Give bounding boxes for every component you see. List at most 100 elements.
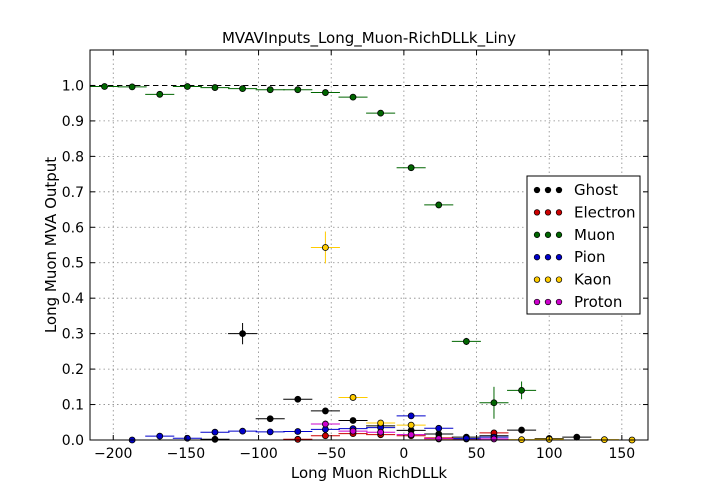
legend-item-electron: Electron xyxy=(533,203,636,221)
data-point xyxy=(322,89,329,96)
legend-marker xyxy=(544,298,552,306)
data-point xyxy=(435,201,443,209)
legend-label: Pion xyxy=(574,248,606,266)
x-tick-label: 0 xyxy=(399,446,408,462)
legend-item-muon: Muon xyxy=(533,226,615,244)
legend-marker xyxy=(544,231,552,238)
data-point xyxy=(322,432,329,440)
legend-item-kaon: Kaon xyxy=(533,271,611,289)
legend-item-ghost: Ghost xyxy=(533,181,618,199)
data-point xyxy=(183,83,191,90)
legend-item-proton: Proton xyxy=(533,293,622,311)
legend-marker xyxy=(544,254,552,261)
legend-marker xyxy=(555,231,563,238)
x-tick-label: −100 xyxy=(239,446,277,462)
data-point xyxy=(377,419,385,427)
legend-marker xyxy=(555,276,563,283)
data-point xyxy=(435,435,443,442)
legend-marker xyxy=(533,298,541,306)
legend-marker xyxy=(544,209,552,216)
x-tick-label: −50 xyxy=(316,446,346,462)
data-point xyxy=(156,90,164,98)
data-point xyxy=(407,431,415,439)
data-point xyxy=(322,244,329,251)
data-point xyxy=(101,83,108,90)
data-point xyxy=(211,428,219,436)
legend-marker xyxy=(533,254,541,261)
series-muon xyxy=(90,83,537,419)
data-point xyxy=(294,428,302,435)
y-tick-label: 0.3 xyxy=(62,327,84,343)
data-point xyxy=(462,338,470,345)
data-point xyxy=(349,93,357,101)
data-point xyxy=(573,433,581,441)
data-point xyxy=(518,386,525,394)
data-point xyxy=(377,109,385,117)
legend-marker xyxy=(555,186,563,194)
data-point xyxy=(211,435,219,443)
legend-label: Electron xyxy=(574,203,636,221)
data-point xyxy=(322,407,329,415)
legend-marker xyxy=(533,276,541,283)
plot-frame xyxy=(89,49,649,441)
x-axis-title: Long Muon RichDLLk xyxy=(291,464,448,482)
x-tick-label: −200 xyxy=(94,446,132,462)
y-tick-label: 0.8 xyxy=(62,149,84,165)
legend-marker xyxy=(544,276,552,283)
y-tick-label: 1.0 xyxy=(62,78,84,94)
x-tick-label: 50 xyxy=(468,446,486,462)
y-tick-label: 0.0 xyxy=(62,433,84,449)
y-tick-label: 0.9 xyxy=(62,114,84,130)
y-tick-label: 0.7 xyxy=(62,185,84,201)
data-point xyxy=(349,427,357,435)
legend-marker xyxy=(555,209,563,216)
legend-marker xyxy=(555,254,563,261)
data-point xyxy=(349,417,357,424)
series-ghost xyxy=(200,323,592,443)
y-axis-title: Long Muon MVA Output xyxy=(42,157,60,333)
data-point xyxy=(490,399,498,407)
data-point xyxy=(462,435,470,442)
y-tick-label: 0.1 xyxy=(62,398,84,414)
y-tick-label: 0.6 xyxy=(62,220,84,236)
data-point xyxy=(349,394,357,401)
data-point xyxy=(322,420,329,428)
data-point xyxy=(294,86,302,94)
legend-label: Kaon xyxy=(574,271,611,289)
data-point xyxy=(211,84,219,91)
data-point xyxy=(407,421,415,429)
legend-marker xyxy=(533,209,541,216)
data-point xyxy=(128,83,136,91)
y-tick-label: 0.2 xyxy=(62,362,84,378)
data-point xyxy=(407,164,415,172)
x-tick-label: −150 xyxy=(167,446,205,462)
data-point xyxy=(266,428,274,436)
y-tick-label: 0.5 xyxy=(62,256,84,272)
data-point xyxy=(518,426,525,434)
legend-marker xyxy=(533,231,541,238)
legend-label: Muon xyxy=(574,226,615,244)
legend-label: Ghost xyxy=(574,181,618,199)
x-tick-label: 150 xyxy=(608,446,635,462)
legend-marker xyxy=(533,186,541,194)
legend: Ghost Electron Muon Pion Kaon Proton xyxy=(526,175,641,315)
data-point xyxy=(239,330,246,338)
chart-title: MVAVInputs_Long_Muon-RichDLLk_Liny xyxy=(222,29,516,48)
data-point xyxy=(490,435,498,443)
legend-item-pion: Pion xyxy=(533,248,606,266)
series-proton xyxy=(310,420,509,443)
data-point xyxy=(266,86,274,94)
x-tick-label: 100 xyxy=(536,446,563,462)
data-point xyxy=(294,395,302,403)
data-point xyxy=(377,428,385,436)
data-point xyxy=(239,427,246,435)
legend-marker xyxy=(544,186,552,194)
data-point xyxy=(435,424,443,432)
data-point xyxy=(266,415,274,423)
data-point xyxy=(239,85,246,93)
legend-marker xyxy=(555,298,563,306)
legend-label: Proton xyxy=(574,293,622,311)
data-point xyxy=(407,412,415,420)
legend-box xyxy=(526,175,641,315)
